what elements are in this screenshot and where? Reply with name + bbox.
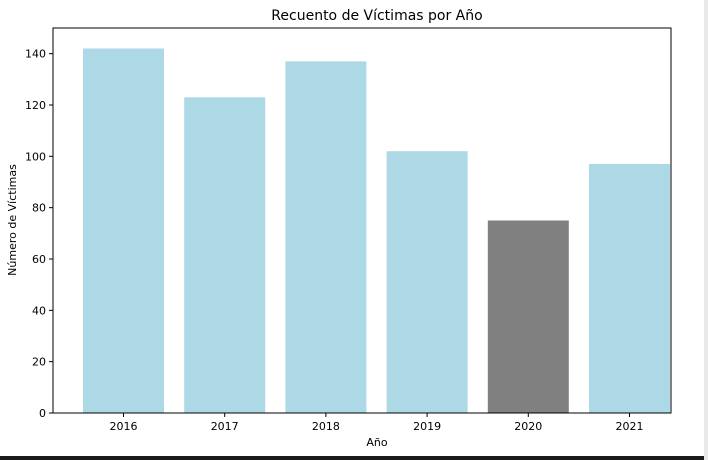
x-axis-label: Año xyxy=(366,436,387,449)
y-tick-label-140: 140 xyxy=(25,48,46,61)
bar-2017 xyxy=(184,97,266,414)
bar-2018 xyxy=(285,61,367,413)
y-tick-label-60: 60 xyxy=(32,253,46,266)
y-tick-label-120: 120 xyxy=(25,99,46,112)
y-tick-label-20: 20 xyxy=(32,356,46,369)
y-tick-label-0: 0 xyxy=(39,407,46,420)
y-axis-label: Número de Víctimas xyxy=(6,164,19,276)
x-tick-label-2021: 2021 xyxy=(616,420,644,433)
bar-2020 xyxy=(487,220,569,413)
x-axis: 2016 2017 2018 2019 2020 2021 xyxy=(110,413,644,433)
chart-title: Recuento de Víctimas por Año xyxy=(271,8,482,24)
bar-2021 xyxy=(589,164,670,413)
x-tick-label-2017: 2017 xyxy=(211,420,239,433)
bar-2016 xyxy=(83,48,164,414)
x-tick-label-2020: 2020 xyxy=(514,420,542,433)
x-tick-label-2016: 2016 xyxy=(110,420,138,433)
y-axis: 0 20 40 60 80 100 120 140 xyxy=(25,48,53,420)
window-right-border xyxy=(704,0,708,460)
y-tick-label-100: 100 xyxy=(25,150,46,163)
y-tick-label-40: 40 xyxy=(32,304,46,317)
x-tick-label-2018: 2018 xyxy=(312,420,340,433)
y-tick-label-80: 80 xyxy=(32,202,46,215)
window-bottom-border xyxy=(0,456,708,460)
bar-2019 xyxy=(386,151,468,413)
x-tick-label-2019: 2019 xyxy=(413,420,441,433)
bars-group xyxy=(83,48,670,414)
plot-frame xyxy=(52,27,672,414)
